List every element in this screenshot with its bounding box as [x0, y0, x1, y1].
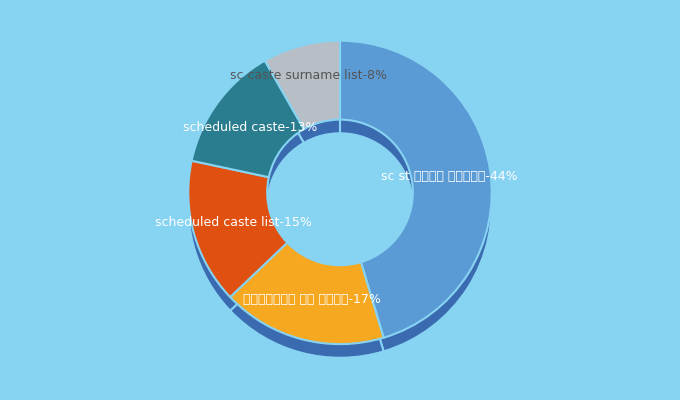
- Wedge shape: [192, 74, 304, 191]
- Wedge shape: [230, 256, 384, 358]
- Wedge shape: [188, 174, 287, 311]
- Wedge shape: [188, 161, 287, 297]
- Text: sc caste surname list-8%: sc caste surname list-8%: [231, 68, 388, 82]
- Wedge shape: [340, 54, 492, 351]
- Wedge shape: [340, 41, 492, 338]
- Wedge shape: [265, 54, 340, 143]
- Text: जातियों की सूची-17%: जातियों की सूची-17%: [243, 293, 381, 306]
- Text: scheduled caste-13%: scheduled caste-13%: [184, 120, 318, 134]
- Wedge shape: [192, 61, 304, 177]
- Text: sc st जाति लिस्ट-44%: sc st जाति लिस्ट-44%: [381, 170, 518, 183]
- Wedge shape: [230, 243, 384, 344]
- Wedge shape: [265, 41, 340, 129]
- Text: scheduled caste list-15%: scheduled caste list-15%: [155, 216, 312, 229]
